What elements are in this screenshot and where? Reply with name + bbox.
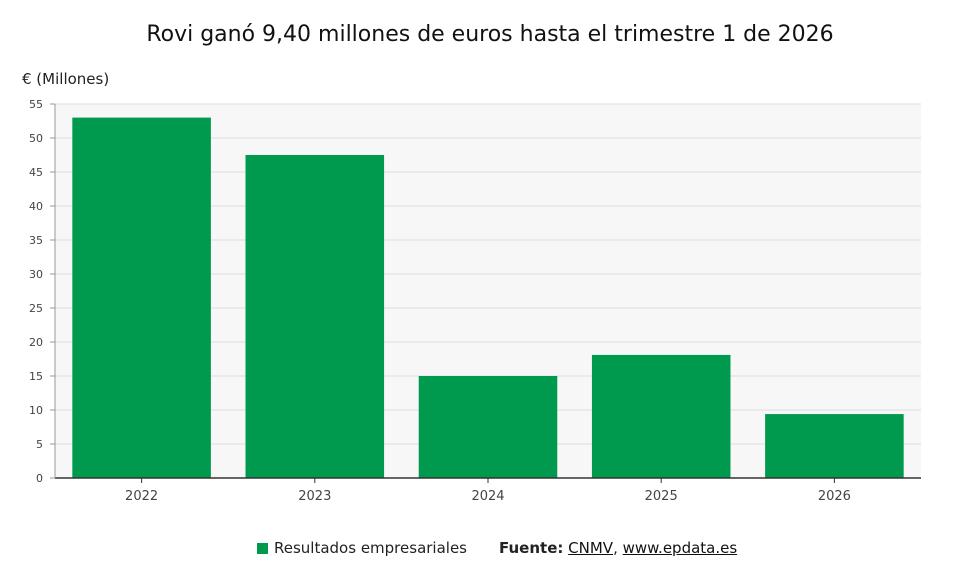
source-attribution: Fuente: CNMV, www.epdata.es — [499, 539, 737, 557]
bar-2025[interactable] — [591, 354, 731, 478]
x-tick-label: 2022 — [125, 489, 158, 504]
y-tick-label: 35 — [29, 234, 43, 247]
x-tick-label: 2023 — [298, 489, 331, 504]
source-separator: , — [613, 539, 618, 557]
legend: Resultados empresariales Fuente: CNMV, w… — [257, 539, 737, 557]
y-tick-label: 25 — [29, 302, 43, 315]
y-axis-unit-label: € (Millones) — [22, 70, 110, 88]
bar-2024[interactable] — [418, 376, 558, 478]
y-tick-label: 40 — [29, 200, 43, 213]
x-tick-label: 2026 — [818, 489, 851, 504]
y-tick-label: 45 — [29, 166, 43, 179]
chart-title: Rovi ganó 9,40 millones de euros hasta e… — [146, 22, 834, 47]
source-label: Fuente: — [499, 539, 564, 557]
y-tick-label: 20 — [29, 336, 43, 349]
y-tick-label: 55 — [29, 98, 43, 111]
y-tick-label: 10 — [29, 404, 43, 417]
x-tick-label: 2024 — [471, 489, 504, 504]
bars — [72, 117, 904, 478]
x-axis-ticks: 2022 2023 2024 2025 2026 — [125, 478, 851, 504]
bar-2023[interactable] — [245, 155, 385, 478]
y-tick-label: 15 — [29, 370, 43, 383]
x-tick-label: 2025 — [645, 489, 678, 504]
source-link-cnmv[interactable]: CNMV — [568, 539, 614, 557]
bar-2026[interactable] — [765, 414, 904, 478]
source-link-epdata[interactable]: www.epdata.es — [622, 539, 738, 557]
y-tick-label: 0 — [36, 472, 43, 485]
y-tick-label: 5 — [36, 438, 43, 451]
legend-swatch — [257, 542, 268, 554]
y-tick-label: 30 — [29, 268, 43, 281]
y-axis-ticks: 0 5 10 15 20 25 30 35 40 45 50 55 — [29, 98, 55, 485]
bar-2022[interactable] — [72, 117, 211, 478]
y-tick-label: 50 — [29, 132, 43, 145]
legend-label: Resultados empresariales — [274, 539, 467, 557]
